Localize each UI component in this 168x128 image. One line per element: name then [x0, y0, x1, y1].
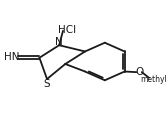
Text: methyl: methyl [140, 74, 166, 84]
Text: O: O [135, 67, 143, 77]
Text: N: N [55, 37, 62, 47]
Text: S: S [43, 79, 50, 89]
Text: HCl: HCl [58, 25, 76, 35]
Text: HN: HN [4, 52, 19, 62]
